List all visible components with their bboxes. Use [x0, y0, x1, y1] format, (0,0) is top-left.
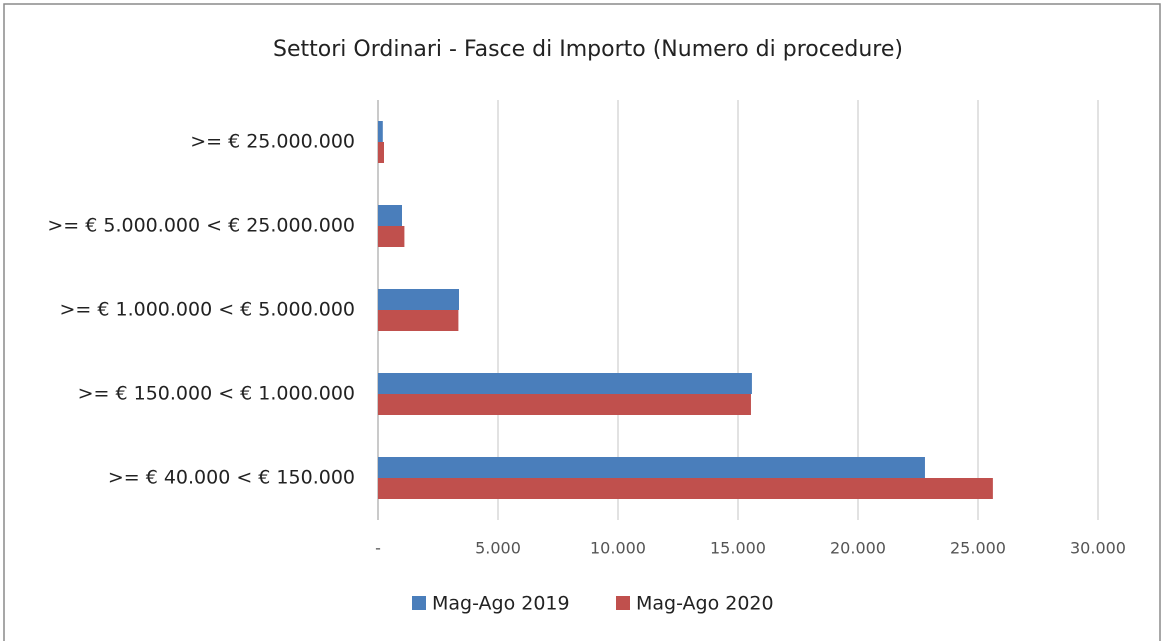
- legend-swatch: [616, 596, 630, 610]
- x-tick-label: 10.000: [590, 539, 646, 558]
- x-tick-label: 30.000: [1070, 539, 1126, 558]
- bar: [378, 373, 752, 394]
- bar: [378, 310, 459, 331]
- x-tick-label: 5.000: [475, 539, 521, 558]
- bar: [378, 205, 402, 226]
- x-tick-label: -: [375, 539, 381, 558]
- y-tick-label: >= € 150.000 < € 1.000.000: [78, 383, 355, 405]
- bar: [378, 226, 405, 247]
- x-tick-label: 15.000: [710, 539, 766, 558]
- bar: [378, 142, 384, 163]
- bar: [378, 394, 751, 415]
- y-tick-label: >= € 25.000.000: [190, 131, 355, 153]
- bar: [378, 457, 925, 478]
- chart-frame: [3, 3, 1161, 641]
- bar: [378, 121, 383, 142]
- legend-label: Mag-Ago 2020: [636, 593, 774, 615]
- bar: [378, 289, 459, 310]
- y-tick-label: >= € 1.000.000 < € 5.000.000: [59, 299, 355, 321]
- chart-title: Settori Ordinari - Fasce di Importo (Num…: [273, 37, 903, 62]
- x-tick-label: 25.000: [950, 539, 1006, 558]
- y-tick-label: >= € 5.000.000 < € 25.000.000: [47, 215, 355, 237]
- legend-label: Mag-Ago 2019: [432, 593, 570, 615]
- y-tick-label: >= € 40.000 < € 150.000: [108, 467, 355, 489]
- x-tick-label: 20.000: [830, 539, 886, 558]
- legend-swatch: [412, 596, 426, 610]
- bar: [378, 478, 993, 499]
